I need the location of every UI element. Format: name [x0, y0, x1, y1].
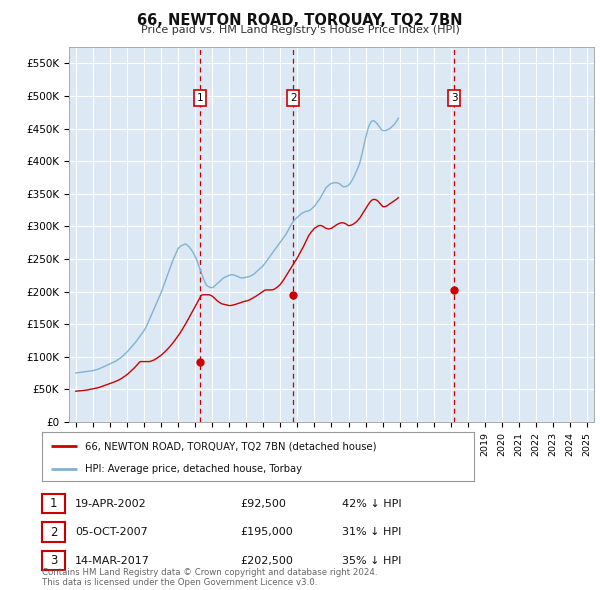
Text: Contains HM Land Registry data © Crown copyright and database right 2024.
This d: Contains HM Land Registry data © Crown c…	[42, 568, 377, 587]
Text: 2: 2	[290, 93, 296, 103]
Text: 1: 1	[50, 497, 57, 510]
Text: 35% ↓ HPI: 35% ↓ HPI	[342, 556, 401, 566]
Text: 05-OCT-2007: 05-OCT-2007	[75, 527, 148, 537]
Text: 14-MAR-2017: 14-MAR-2017	[75, 556, 150, 566]
Text: 42% ↓ HPI: 42% ↓ HPI	[342, 499, 401, 509]
Text: 1: 1	[197, 93, 203, 103]
Text: 2: 2	[50, 526, 57, 539]
Text: 66, NEWTON ROAD, TORQUAY, TQ2 7BN (detached house): 66, NEWTON ROAD, TORQUAY, TQ2 7BN (detac…	[85, 441, 377, 451]
Text: 31% ↓ HPI: 31% ↓ HPI	[342, 527, 401, 537]
Text: 66, NEWTON ROAD, TORQUAY, TQ2 7BN: 66, NEWTON ROAD, TORQUAY, TQ2 7BN	[137, 13, 463, 28]
Text: £195,000: £195,000	[240, 527, 293, 537]
Text: Price paid vs. HM Land Registry's House Price Index (HPI): Price paid vs. HM Land Registry's House …	[140, 25, 460, 35]
Text: £202,500: £202,500	[240, 556, 293, 566]
Text: HPI: Average price, detached house, Torbay: HPI: Average price, detached house, Torb…	[85, 464, 302, 474]
Text: 3: 3	[50, 554, 57, 567]
Text: 19-APR-2002: 19-APR-2002	[75, 499, 147, 509]
Text: £92,500: £92,500	[240, 499, 286, 509]
Text: 3: 3	[451, 93, 458, 103]
